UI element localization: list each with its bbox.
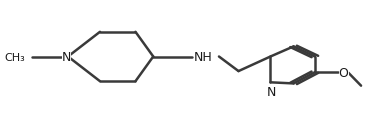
Text: NH: NH — [194, 51, 213, 63]
Text: O: O — [339, 66, 348, 79]
Text: CH₃: CH₃ — [5, 52, 25, 62]
Text: N: N — [61, 51, 71, 63]
Text: N: N — [266, 85, 276, 98]
